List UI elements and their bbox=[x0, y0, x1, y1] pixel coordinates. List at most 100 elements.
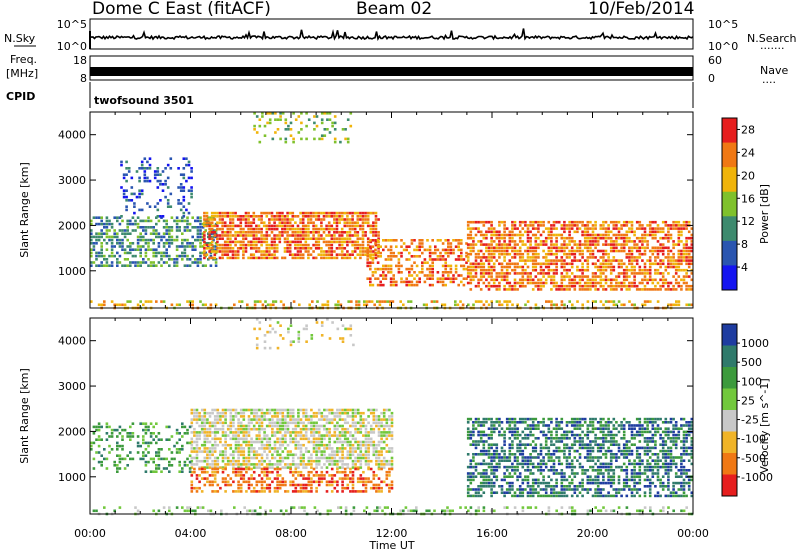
cell-power bbox=[190, 176, 193, 180]
cell-power bbox=[426, 248, 429, 252]
cell-power bbox=[602, 265, 605, 269]
cell-power bbox=[680, 249, 683, 253]
cell-velocity bbox=[213, 480, 217, 484]
cell-power bbox=[550, 303, 553, 307]
cell-power bbox=[669, 303, 673, 307]
cell-power bbox=[296, 215, 300, 218]
cell-velocity bbox=[474, 453, 478, 456]
cell-power bbox=[444, 248, 447, 252]
cell-power bbox=[465, 242, 468, 245]
cell-velocity bbox=[474, 475, 478, 478]
cell-velocity bbox=[195, 421, 199, 425]
cell-velocity bbox=[234, 427, 238, 431]
cell-power bbox=[210, 240, 214, 244]
cell-power bbox=[199, 235, 202, 239]
cell-power bbox=[143, 170, 147, 173]
cell-power bbox=[284, 128, 288, 131]
cell-power bbox=[366, 221, 370, 224]
cell-power bbox=[472, 268, 475, 272]
cell-power bbox=[95, 216, 98, 219]
cell-power bbox=[534, 249, 538, 253]
colorbar-tick-label: 20 bbox=[741, 169, 755, 182]
cell-power bbox=[646, 268, 649, 272]
cell-power bbox=[628, 259, 631, 262]
cell-power bbox=[361, 240, 365, 244]
cell-power bbox=[667, 256, 670, 259]
cell-velocity bbox=[200, 424, 204, 428]
cell-velocity bbox=[276, 450, 279, 453]
cell-power bbox=[487, 259, 491, 262]
cell-power bbox=[320, 253, 323, 256]
cell-power bbox=[209, 242, 213, 245]
cell-power bbox=[563, 236, 566, 240]
cell-power bbox=[537, 227, 540, 230]
cell-power bbox=[485, 233, 488, 237]
cell-power bbox=[155, 235, 158, 239]
cell-velocity bbox=[208, 411, 212, 415]
cell-velocity bbox=[372, 470, 376, 474]
cell-velocity bbox=[103, 448, 106, 451]
cell-power bbox=[223, 247, 227, 250]
cell-power bbox=[359, 237, 362, 240]
cell-velocity bbox=[346, 431, 350, 434]
cell-power bbox=[589, 220, 592, 224]
cell-power bbox=[199, 261, 202, 264]
cell-power bbox=[389, 245, 393, 248]
cell-power bbox=[659, 246, 662, 250]
cell-power bbox=[630, 265, 634, 269]
cell-power bbox=[92, 245, 96, 248]
cell-power bbox=[356, 234, 360, 237]
cell-power bbox=[604, 240, 608, 243]
cell-power bbox=[516, 249, 519, 253]
cell-power bbox=[565, 268, 569, 272]
cell-power bbox=[273, 253, 276, 256]
cell-power bbox=[583, 243, 587, 246]
cell-power bbox=[270, 237, 274, 240]
cell-power bbox=[364, 247, 367, 250]
cell-velocity bbox=[291, 408, 295, 412]
cell-power bbox=[247, 221, 250, 224]
cell-power bbox=[175, 226, 179, 229]
cell-velocity bbox=[336, 450, 339, 453]
cell-velocity bbox=[359, 411, 363, 415]
cell-power bbox=[288, 227, 292, 231]
cell-power bbox=[331, 124, 334, 128]
ytick-label: 2000 bbox=[58, 219, 86, 232]
cell-power bbox=[384, 277, 388, 280]
cell-velocity bbox=[315, 427, 318, 431]
cell-velocity bbox=[351, 411, 355, 415]
cell-power bbox=[179, 183, 183, 186]
cell-velocity bbox=[330, 408, 334, 412]
cell-velocity bbox=[247, 408, 251, 412]
cell-power bbox=[307, 237, 310, 240]
cell-power bbox=[281, 227, 284, 231]
cell-velocity bbox=[229, 477, 233, 480]
cell-power bbox=[169, 192, 173, 196]
cell-velocity bbox=[258, 490, 261, 493]
cell-power bbox=[340, 234, 344, 237]
cell-power bbox=[129, 264, 132, 267]
cell-power bbox=[594, 275, 597, 278]
cell-power bbox=[144, 242, 148, 245]
cell-power bbox=[255, 237, 258, 240]
cell-velocity bbox=[325, 470, 329, 474]
cell-power bbox=[518, 236, 522, 240]
cell-velocity bbox=[247, 427, 251, 431]
cell-power bbox=[680, 240, 683, 243]
cell-power bbox=[508, 281, 512, 285]
cell-velocity bbox=[237, 459, 240, 463]
cell-power bbox=[537, 288, 540, 291]
cell-velocity bbox=[354, 440, 357, 444]
cell-velocity bbox=[351, 443, 355, 447]
cell-velocity bbox=[260, 411, 264, 415]
cell-power bbox=[511, 284, 514, 288]
cell-velocity bbox=[341, 477, 344, 480]
cell-velocity bbox=[330, 456, 334, 460]
cell-velocity bbox=[237, 421, 240, 425]
cell-power bbox=[495, 284, 499, 288]
cell-velocity bbox=[211, 450, 214, 453]
cell-power bbox=[526, 240, 530, 243]
cell-power bbox=[333, 250, 336, 253]
cell-velocity bbox=[221, 434, 225, 437]
cell-power bbox=[125, 167, 128, 170]
